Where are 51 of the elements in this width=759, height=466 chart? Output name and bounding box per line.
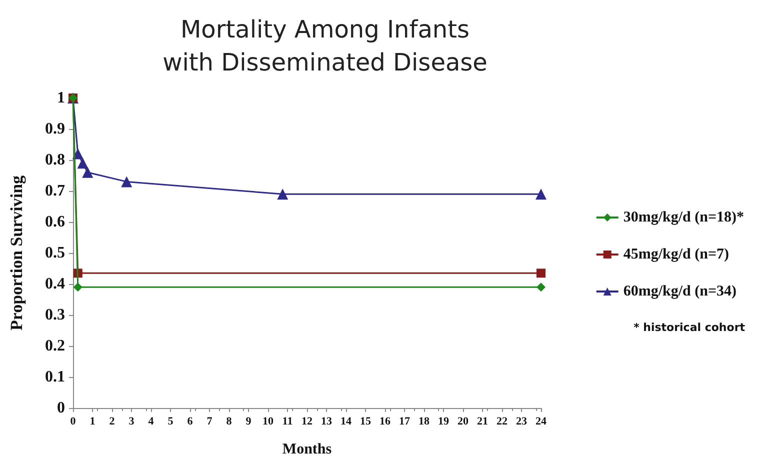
point: [73, 282, 82, 292]
x-tick-label: 17: [399, 416, 410, 428]
y-tick-label: 0.8: [45, 152, 65, 168]
x-tick-label: 20: [458, 416, 469, 428]
y-tick-label: 0.1: [45, 368, 65, 386]
point: [536, 268, 546, 278]
x-tick-label: 16: [380, 416, 391, 428]
y-tick-label: 0.3: [45, 306, 65, 324]
y-tick-label: 0.4: [45, 276, 65, 292]
x-tick-label: 24: [536, 416, 547, 428]
point: [536, 282, 546, 292]
point: [277, 188, 288, 200]
y-tick-label: 1: [57, 90, 65, 106]
y-tick-label: 0: [57, 400, 65, 416]
legend-label: 45mg/kg/d (n=7): [623, 246, 730, 262]
text: * historical cohort: [634, 321, 746, 334]
x-tick-label: 5: [168, 416, 174, 428]
x-tick-label: 14: [340, 416, 352, 428]
x-tick-label: 19: [438, 416, 450, 428]
y-axis-title: Proportion Surviving: [7, 174, 26, 331]
y-tick-label: 0.2: [45, 338, 65, 354]
x-tick-label: 22: [496, 416, 508, 428]
x-tick-label: 21: [477, 416, 488, 428]
x-tick-label: 15: [360, 416, 372, 428]
x-tick-label: 7: [206, 416, 213, 428]
y-tick-label: 0.6: [45, 214, 65, 230]
y-tick-label: 0.7: [45, 182, 65, 200]
y-tick-label: 0.5: [45, 244, 65, 262]
chart-title: Mortality Among Infants with Disseminated Disease: [162, 16, 488, 76]
x-tick-label: 12: [302, 416, 313, 428]
x-tick-label: 9: [246, 416, 252, 428]
x-tick-label: 6: [187, 416, 194, 428]
x-tick-label: 3: [128, 416, 135, 428]
x-tick-label: 13: [321, 416, 332, 428]
x-tick-label: 10: [262, 416, 274, 428]
y-tick-label: 0.9: [45, 120, 65, 138]
x-tick-label: 1: [90, 416, 96, 428]
point: [77, 158, 88, 169]
x-axis-title: Months: [282, 442, 332, 458]
x-tick-label: 0: [70, 416, 76, 428]
legend-label: 30mg/kg/d (n=18)*: [623, 210, 744, 226]
x-tick-label: 8: [226, 416, 232, 428]
x-tick-label: 4: [148, 416, 154, 428]
legend-label: 60mg/kg/d (n=34): [623, 284, 737, 300]
x-tick-label: 23: [516, 416, 528, 428]
x-tick-label: 11: [282, 416, 293, 428]
point: [82, 166, 94, 178]
x-tick-label: 18: [418, 416, 430, 428]
point: [536, 188, 546, 200]
point: [121, 176, 132, 188]
x-tick-label: 2: [109, 416, 116, 428]
